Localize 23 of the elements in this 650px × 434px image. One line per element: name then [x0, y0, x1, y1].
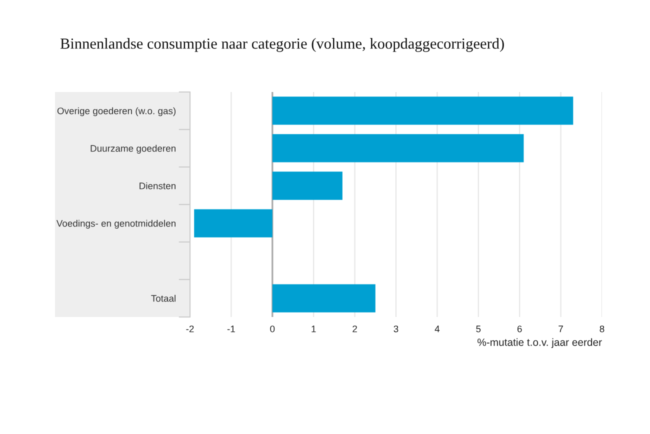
x-tick-label: 7	[558, 326, 563, 332]
x-tick-label: 3	[394, 326, 398, 332]
y-tick-label: Duurzame goederen	[90, 144, 176, 154]
x-tick-label: -1	[227, 326, 235, 332]
x-tick-label: 0	[270, 326, 275, 332]
x-tick-label: 2	[352, 326, 357, 332]
x-tick-label: -2	[186, 326, 194, 332]
x-tick-label: 5	[476, 326, 481, 332]
x-tick-label: 8	[600, 326, 604, 332]
bar	[272, 96, 574, 125]
y-tick-label: Diensten	[140, 182, 176, 190]
x-tick-label: 6	[517, 326, 522, 332]
bar	[194, 209, 272, 238]
x-tick-label: 1	[312, 326, 316, 332]
bar	[272, 172, 342, 200]
y-tick-label: Overige goederen (w.o. gas)	[57, 107, 176, 116]
chart-title: Binnenlandse consumptie naar categorie (volume, koopdaggecorrigeerd)	[60, 38, 504, 52]
bar	[272, 134, 524, 162]
y-tick-label: Totaal	[151, 294, 176, 302]
y-tick-label: Voedings- en genotmiddelen	[56, 220, 176, 229]
x-axis-title: %-mutatie t.o.v. jaar eerder	[478, 338, 602, 348]
x-tick-label: 4	[434, 326, 440, 332]
bar	[272, 284, 376, 312]
